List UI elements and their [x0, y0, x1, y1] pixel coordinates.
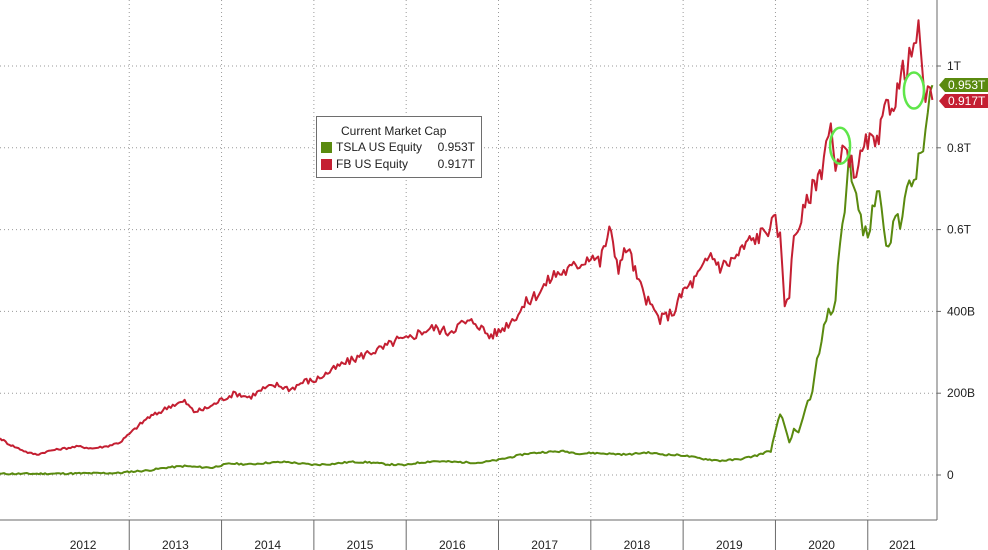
legend-entry-tsla: TSLA US Equity 0.953T	[321, 140, 479, 156]
x-tick-label: 2017	[531, 538, 558, 550]
y-tick-label: 400B	[947, 304, 975, 318]
x-tick-label: 2019	[716, 538, 743, 550]
last-value-tag-text: 0.917T	[948, 94, 986, 108]
legend-label-tsla: TSLA US Equity	[336, 140, 423, 154]
x-tick-label: 2014	[254, 538, 281, 550]
legend-value-fb: 0.917T	[437, 157, 475, 171]
legend-title: Current Market Cap	[341, 124, 447, 138]
axes	[0, 0, 938, 521]
last-value-tags: 0.953T 0.917T	[939, 78, 988, 108]
x-tick-label: 2021	[889, 538, 916, 550]
last-value-tag-bg	[939, 94, 988, 108]
x-tick-label: 2015	[347, 538, 374, 550]
highlight-circle	[902, 71, 926, 110]
series-line-fb	[0, 19, 934, 456]
legend-entry-fb: FB US Equity 0.917T	[321, 157, 479, 173]
gridlines	[0, 0, 937, 520]
x-tick-label: 2012	[70, 538, 97, 550]
y-tick-label: 0.8T	[947, 141, 972, 155]
last-value-tag-bg	[939, 78, 988, 92]
legend-value-tsla: 0.953T	[437, 140, 475, 154]
series-lines	[0, 19, 934, 476]
last-value-tag-text: 0.953T	[948, 78, 986, 92]
legend-label-fb: FB US Equity	[336, 157, 409, 171]
y-tick-label: 0.6T	[947, 223, 972, 237]
legend-swatch-tsla	[321, 142, 332, 153]
y-tick-label: 1T	[947, 59, 962, 73]
y-tick-label: 200B	[947, 386, 975, 400]
x-tick-label: 2020	[808, 538, 835, 550]
series-line-tsla	[0, 84, 934, 476]
last-value-tag-tsla: 0.953T	[939, 78, 988, 92]
x-tick-label: 2013	[162, 538, 189, 550]
legend: Current Market Cap TSLA US Equity 0.953T…	[316, 116, 482, 178]
legend-swatch-fb	[321, 159, 332, 170]
highlight-circles	[828, 71, 926, 166]
last-value-tag-fb: 0.917T	[939, 94, 988, 108]
y-tick-label: 0	[947, 468, 954, 482]
x-tick-label: 2018	[624, 538, 651, 550]
x-tick-label: 2016	[439, 538, 466, 550]
x-tick-labels: 2012 2013 2014 2015 2016 2017 2018 2019 2020 2021	[70, 520, 916, 550]
highlight-circle	[828, 126, 852, 166]
y-tick-labels: 0 200B 400B 0.6T 0.8T 1T	[937, 59, 975, 482]
